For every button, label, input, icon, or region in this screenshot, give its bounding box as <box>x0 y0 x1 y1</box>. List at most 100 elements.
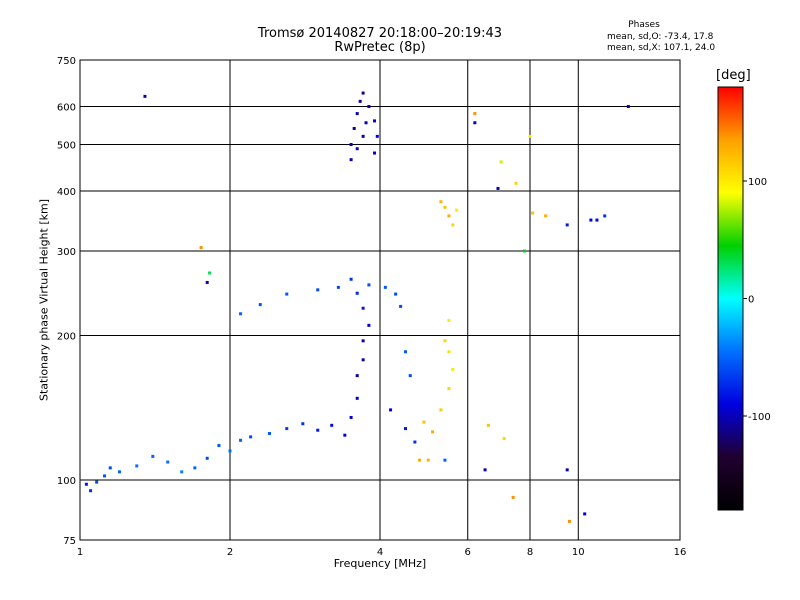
data-point <box>84 482 88 486</box>
colorbar-tick-label: 0 <box>748 295 754 306</box>
data-point <box>626 105 630 109</box>
data-point <box>208 271 212 275</box>
data-point <box>367 105 371 109</box>
data-point <box>483 468 487 472</box>
data-point <box>447 318 451 322</box>
data-point <box>330 423 334 427</box>
data-point <box>473 112 477 116</box>
data-point <box>473 121 477 125</box>
data-point <box>373 119 377 123</box>
data-point <box>431 430 435 434</box>
grid <box>80 60 680 540</box>
y-axis-ticks: 75 100 200 300 400 500 600 750 <box>57 56 76 547</box>
y-tick-label: 300 <box>57 247 76 258</box>
x-axis-label: Frequency [MHz] <box>333 557 427 570</box>
data-point <box>443 339 447 343</box>
data-point <box>349 143 353 147</box>
data-point <box>193 466 197 470</box>
data-point <box>439 408 443 412</box>
x-tick-label: 10 <box>572 547 585 558</box>
data-point <box>511 495 515 499</box>
data-point <box>443 205 447 209</box>
y-tick-label: 100 <box>57 476 76 487</box>
data-point <box>361 339 365 343</box>
data-point <box>367 283 371 287</box>
x-tick-label: 6 <box>465 547 471 558</box>
data-point <box>285 292 289 296</box>
data-point <box>447 350 451 354</box>
x-axis-ticks: 1 2 4 6 8 10 16 <box>77 547 687 558</box>
data-point <box>361 306 365 310</box>
phase-stats-o: mean, sd,O: -73.4, 17.8 <box>607 32 714 42</box>
data-point <box>399 304 403 308</box>
phase-stats-x: mean, sd,X: 107.1, 24.0 <box>607 43 716 53</box>
data-point <box>603 214 607 218</box>
data-point <box>103 474 107 478</box>
data-point <box>143 94 147 98</box>
data-point <box>355 147 359 151</box>
data-point <box>316 428 320 432</box>
y-tick-label: 200 <box>57 332 76 343</box>
data-point <box>531 211 535 215</box>
data-point <box>443 458 447 462</box>
data-point <box>408 374 412 378</box>
colorbar-tick-label: -100 <box>748 412 771 423</box>
data-point <box>205 456 209 460</box>
y-tick-label: 750 <box>57 56 76 67</box>
data-point <box>389 408 393 412</box>
data-point <box>239 438 243 442</box>
data-point <box>285 427 289 431</box>
data-point <box>403 427 407 431</box>
data-point <box>361 91 365 95</box>
data-point <box>249 435 253 439</box>
data-point <box>394 292 398 296</box>
data-point <box>89 489 93 493</box>
data-point <box>355 112 359 116</box>
data-point <box>228 449 232 453</box>
data-point <box>336 285 340 289</box>
y-tick-label: 500 <box>57 141 76 152</box>
data-point <box>364 121 368 125</box>
colorbar <box>717 86 744 511</box>
data-point <box>583 512 587 516</box>
data-point <box>499 160 503 164</box>
data-point <box>349 415 353 419</box>
data-point <box>417 458 421 462</box>
data-point <box>352 126 356 130</box>
data-point <box>589 218 593 222</box>
data-point <box>373 151 377 155</box>
y-tick-label: 75 <box>63 536 76 547</box>
data-point <box>349 158 353 162</box>
data-point <box>349 277 353 281</box>
data-point <box>135 464 139 468</box>
data-point <box>447 387 451 391</box>
data-point <box>355 291 359 295</box>
chart-title: Tromsø 20140827 20:18:00–20:19:43 <box>257 26 503 41</box>
data-point <box>565 468 569 472</box>
data-point <box>486 423 490 427</box>
data-point <box>426 458 430 462</box>
data-point <box>383 285 387 289</box>
x-tick-label: 16 <box>674 547 687 558</box>
data-point <box>439 200 443 204</box>
data-point <box>95 480 99 484</box>
data-point <box>455 208 459 212</box>
data-point <box>358 99 362 103</box>
x-tick-label: 4 <box>377 547 383 558</box>
data-point <box>375 134 379 138</box>
data-point <box>496 186 500 190</box>
data-point <box>205 280 209 284</box>
y-tick-label: 400 <box>57 187 76 198</box>
x-tick-label: 8 <box>527 547 533 558</box>
data-point <box>523 249 527 253</box>
data-point <box>108 466 112 470</box>
data-point <box>367 323 371 327</box>
data-point <box>217 444 221 448</box>
data-point <box>451 367 455 371</box>
y-tick-label: 600 <box>57 103 76 114</box>
data-point <box>565 223 569 227</box>
data-point <box>258 303 262 307</box>
phase-stats-header: Phases <box>628 20 660 30</box>
